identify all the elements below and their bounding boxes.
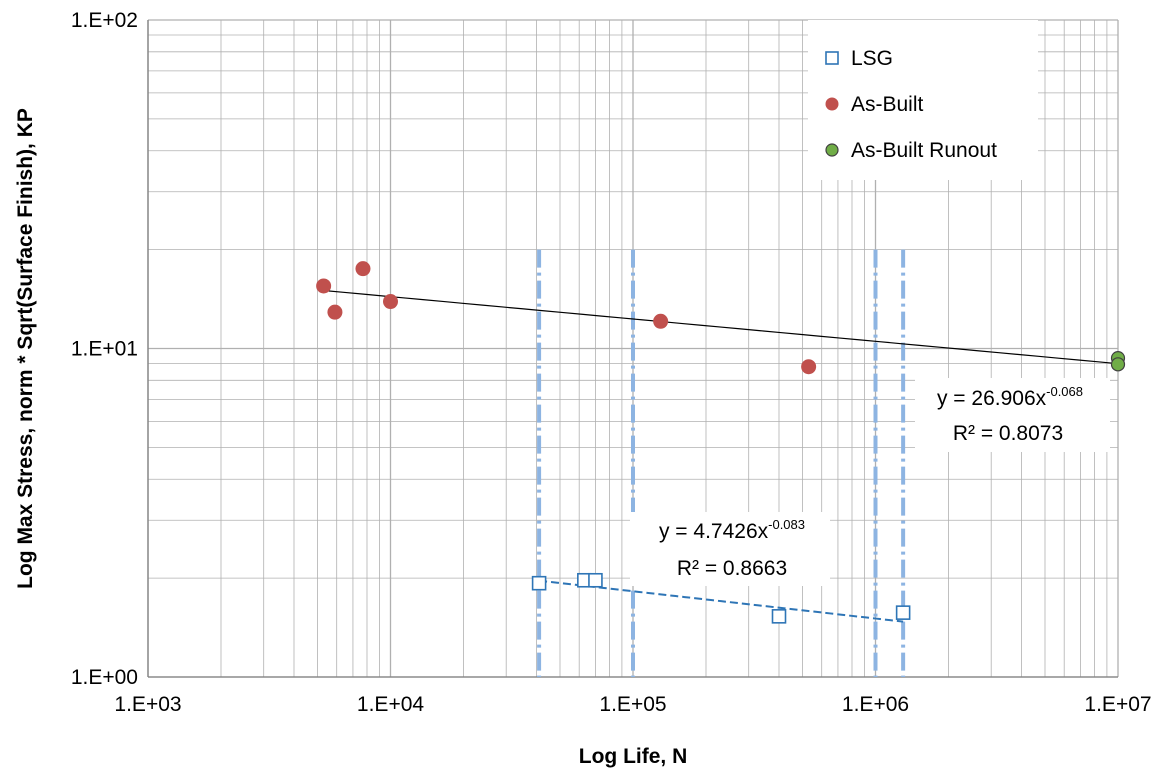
trendline-label-background [915, 378, 1110, 452]
lsg-point [531, 575, 547, 591]
lsg-point [588, 572, 603, 588]
trendline-equation-exponent: -0.068 [1046, 384, 1083, 399]
runout-point [1110, 357, 1126, 372]
label-layer: 1.E+03 1.E+04 1.E+05 1.E+06 1.E+07 1.E+00 1.E+… [14, 9, 1152, 768]
lsg-point [771, 609, 787, 624]
as-built-point [653, 313, 669, 329]
x-tick-label: 1.E+07 [1084, 693, 1151, 716]
lsg-point [895, 605, 911, 620]
as-built-point [355, 261, 371, 277]
legend-label: As-Built [851, 93, 924, 116]
as-built-point [327, 304, 343, 320]
as-built-point [801, 359, 817, 375]
as-built-trendline [323, 289, 1119, 365]
y-tick-label: 1.E+00 [71, 666, 138, 689]
point-layer [316, 261, 1126, 624]
as-built-point [316, 278, 332, 294]
trendline-r2: R² = 0.8073 [953, 422, 1063, 445]
trendline-equation: y = 4.7426x-0.083 [659, 517, 805, 543]
trendline-label-background [630, 512, 830, 586]
as-built-point [383, 294, 398, 310]
x-tick-label: 1.E+05 [599, 693, 666, 716]
trendline-equation-exponent: -0.083 [768, 517, 805, 532]
trendline-equation-base: y = 26.906x [937, 387, 1047, 410]
legend-marker-lsg [825, 51, 839, 65]
legend-marker-as-built [825, 97, 839, 111]
y-axis-title: Log Max Stress, norm * Sqrt(Surface Fini… [14, 108, 37, 589]
legend-marker-runout [825, 143, 839, 157]
x-tick-label: 1.E+06 [842, 693, 909, 716]
x-tick-label: 1.E+04 [357, 693, 424, 716]
x-axis-title: Log Life, N [579, 745, 688, 768]
y-tick-label: 1.E+02 [71, 9, 138, 32]
legend-box [808, 20, 1038, 180]
trendline-r2: R² = 0.8663 [677, 557, 787, 580]
trendline-equation-base: y = 4.7426x [659, 520, 769, 543]
x-tick-label: 1.E+03 [114, 693, 181, 716]
trendline-equation: y = 26.906x-0.068 [937, 384, 1083, 410]
legend-label: As-Built Runout [851, 139, 997, 162]
legend-label: LSG [851, 47, 893, 70]
y-tick-label: 1.E+01 [71, 338, 138, 361]
